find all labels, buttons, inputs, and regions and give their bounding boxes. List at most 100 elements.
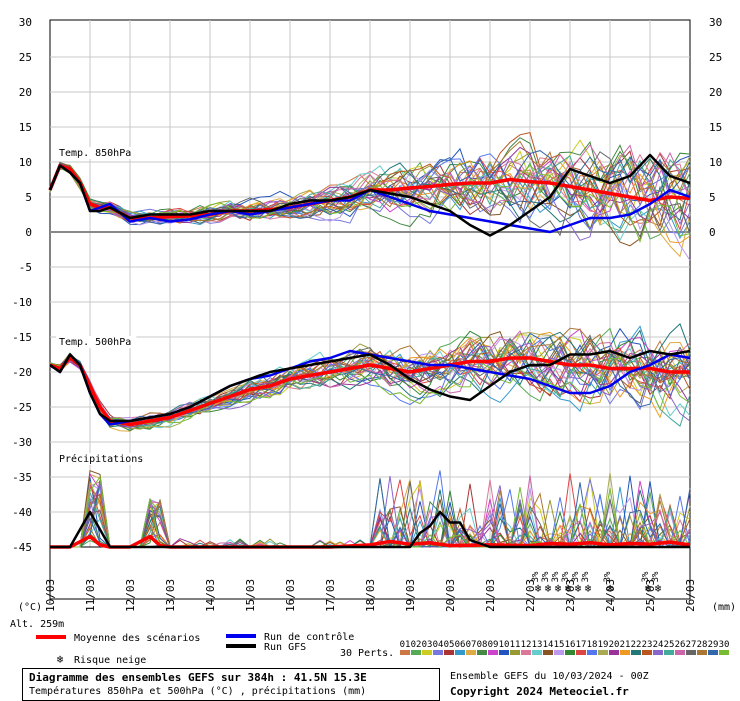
panel-label: Précipitations	[59, 453, 143, 465]
left-tick-label: 30	[19, 16, 32, 29]
legend-gfs-label: Run GFS	[264, 642, 306, 653]
x-tick-label: 11/03	[84, 579, 97, 612]
member-29-t850	[49, 150, 691, 225]
member-number: 19	[598, 640, 609, 650]
snow-risk-percent: 3%	[603, 571, 613, 582]
member-number: 01	[400, 640, 411, 650]
snow-risk-percent: 3%	[561, 571, 571, 582]
x-tick-label: 15/03	[244, 579, 257, 612]
member-number: 04	[433, 640, 444, 650]
member-color-swatch	[422, 650, 432, 655]
member-04-t850	[49, 156, 691, 234]
snowflake-icon: ❄	[565, 582, 572, 595]
member-number: 30	[719, 640, 730, 650]
left-tick-label: -25	[12, 401, 32, 414]
grid	[49, 19, 691, 600]
panel-label: Temp. 500hPa	[59, 337, 131, 348]
member-number: 08	[477, 640, 488, 650]
member-color-swatch	[664, 650, 674, 655]
member-number: 13	[532, 640, 543, 650]
member-color-swatch	[400, 650, 410, 655]
left-axis-unit: (°C)	[18, 602, 42, 613]
member-number: 29	[708, 640, 719, 650]
member-color-swatch	[521, 650, 531, 655]
snowflake-icon: ❄	[575, 582, 582, 595]
member-color-swatch	[686, 650, 696, 655]
copyright: Copyright 2024 Meteociel.fr	[450, 685, 629, 698]
member-color-swatch	[510, 650, 520, 655]
member-color-swatch	[675, 650, 685, 655]
left-tick-label: -15	[12, 331, 32, 344]
member-number: 15	[554, 640, 565, 650]
chart-title: Diagramme des ensembles GEFS sur 384h : …	[29, 671, 367, 684]
member-color-swatch	[565, 650, 575, 655]
left-tick-label: -20	[12, 366, 32, 379]
snow-risk-percent: 3%	[641, 571, 651, 582]
title-box: Diagramme des ensembles GEFS sur 384h : …	[22, 668, 440, 701]
member-color-swatch	[609, 650, 619, 655]
x-tick-label: 25/03	[644, 579, 657, 612]
snowflake-icon: ❄	[535, 582, 542, 595]
member-number: 23	[642, 640, 653, 650]
member-number: 10	[499, 640, 510, 650]
member-number: 09	[488, 640, 499, 650]
member-color-swatch	[488, 650, 498, 655]
x-tick-label: 18/03	[364, 579, 377, 612]
left-tick-label: 0	[25, 226, 32, 239]
member-number: 24	[653, 640, 664, 650]
panel-label-bg	[56, 147, 137, 159]
snow-risk-percent: 3%	[551, 571, 561, 582]
snow-risk-percent: 3%	[531, 571, 541, 582]
run-gfs-t500	[49, 349, 691, 423]
right-tick-label: 0	[709, 226, 716, 239]
member-color-swatch	[466, 650, 476, 655]
member-20-t500	[49, 346, 691, 428]
legend: Moyenne des scénarios Run de contrôleRun …	[36, 631, 729, 666]
member-number: 05	[444, 640, 455, 650]
x-tick-label: 26/03	[684, 579, 697, 612]
left-tick-label: -40	[12, 506, 32, 519]
snowflake-icon: ❄	[57, 653, 64, 666]
member-number: 18	[587, 640, 598, 650]
member-number: 02	[411, 640, 422, 650]
member-number: 25	[664, 640, 675, 650]
main-series	[48, 153, 691, 549]
member-color-swatch	[433, 650, 443, 655]
member-number: 28	[697, 640, 708, 650]
member-color-swatch	[598, 650, 608, 655]
member-color-swatch	[697, 650, 707, 655]
member-number: 26	[675, 640, 686, 650]
x-tick-label: 13/03	[164, 579, 177, 612]
run-de-contr-le-t850	[48, 164, 691, 234]
x-tick-label: 23/03	[564, 579, 577, 612]
member-color-swatch	[587, 650, 597, 655]
axes: 302520151050-5-10-15-20-25-30-35-40-4575…	[10, 16, 736, 630]
snow-risk-percent: 3%	[651, 571, 661, 582]
x-tick-label: 16/03	[284, 579, 297, 612]
snowflake-icon: ❄	[555, 582, 562, 595]
legend-perts-label: 30 Perts.	[340, 648, 394, 659]
member-number: 21	[620, 640, 631, 650]
run-gfs-precip	[50, 510, 690, 549]
member-number: 27	[686, 640, 697, 650]
left-tick-label: 20	[19, 86, 32, 99]
member-color-swatch	[455, 650, 465, 655]
member-number: 03	[422, 640, 433, 650]
snow-risk-percent: 3%	[571, 571, 581, 582]
right-tick-label: 20	[709, 86, 722, 99]
member-color-swatch	[543, 650, 553, 655]
left-tick-label: 15	[19, 121, 32, 134]
panel-label-bg	[56, 336, 137, 348]
member-color-swatch	[719, 650, 729, 655]
legend-snow-label: Risque neige	[74, 655, 146, 666]
member-15-t850	[49, 161, 691, 261]
member-color-swatch	[708, 650, 718, 655]
member-number: 12	[521, 640, 532, 650]
member-color-swatch	[642, 650, 652, 655]
panel-label: Temp. 850hPa	[59, 148, 131, 159]
member-number: 14	[543, 640, 554, 650]
x-tick-label: 14/03	[204, 579, 217, 612]
snow-risk-markers: 3%❄3%❄3%❄3%❄3%❄3%❄3%❄3%❄3%❄	[531, 571, 662, 595]
snow-strip	[49, 546, 691, 600]
